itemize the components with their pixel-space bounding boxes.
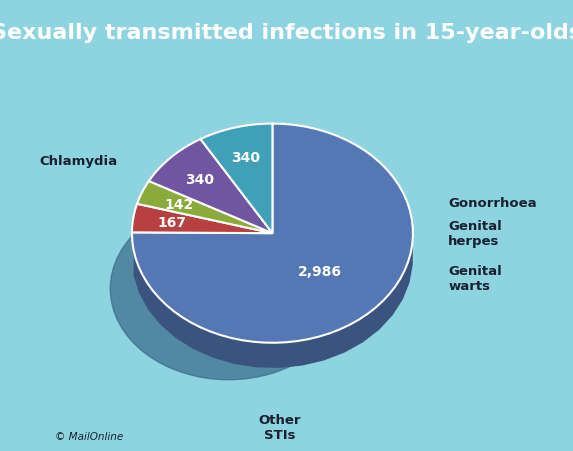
Text: 340: 340 — [185, 172, 214, 186]
Text: 167: 167 — [158, 216, 187, 230]
Text: 340: 340 — [231, 151, 260, 165]
Polygon shape — [149, 140, 272, 234]
Polygon shape — [134, 240, 413, 368]
Polygon shape — [201, 124, 272, 234]
Text: Sexually transmitted infections in 15-year-olds: Sexually transmitted infections in 15-ye… — [0, 23, 573, 43]
Text: © MailOnline: © MailOnline — [54, 431, 123, 441]
Polygon shape — [137, 182, 272, 234]
Text: 2,986: 2,986 — [298, 264, 342, 278]
Polygon shape — [132, 124, 413, 343]
Text: Genital
warts: Genital warts — [448, 265, 502, 293]
Text: Gonorrhoea: Gonorrhoea — [448, 196, 537, 209]
Text: Other
STIs: Other STIs — [258, 413, 301, 441]
Text: Genital
herpes: Genital herpes — [448, 220, 502, 248]
Polygon shape — [132, 204, 272, 234]
Ellipse shape — [110, 198, 347, 380]
Text: Chlamydia: Chlamydia — [40, 154, 118, 167]
Text: 142: 142 — [164, 197, 193, 211]
